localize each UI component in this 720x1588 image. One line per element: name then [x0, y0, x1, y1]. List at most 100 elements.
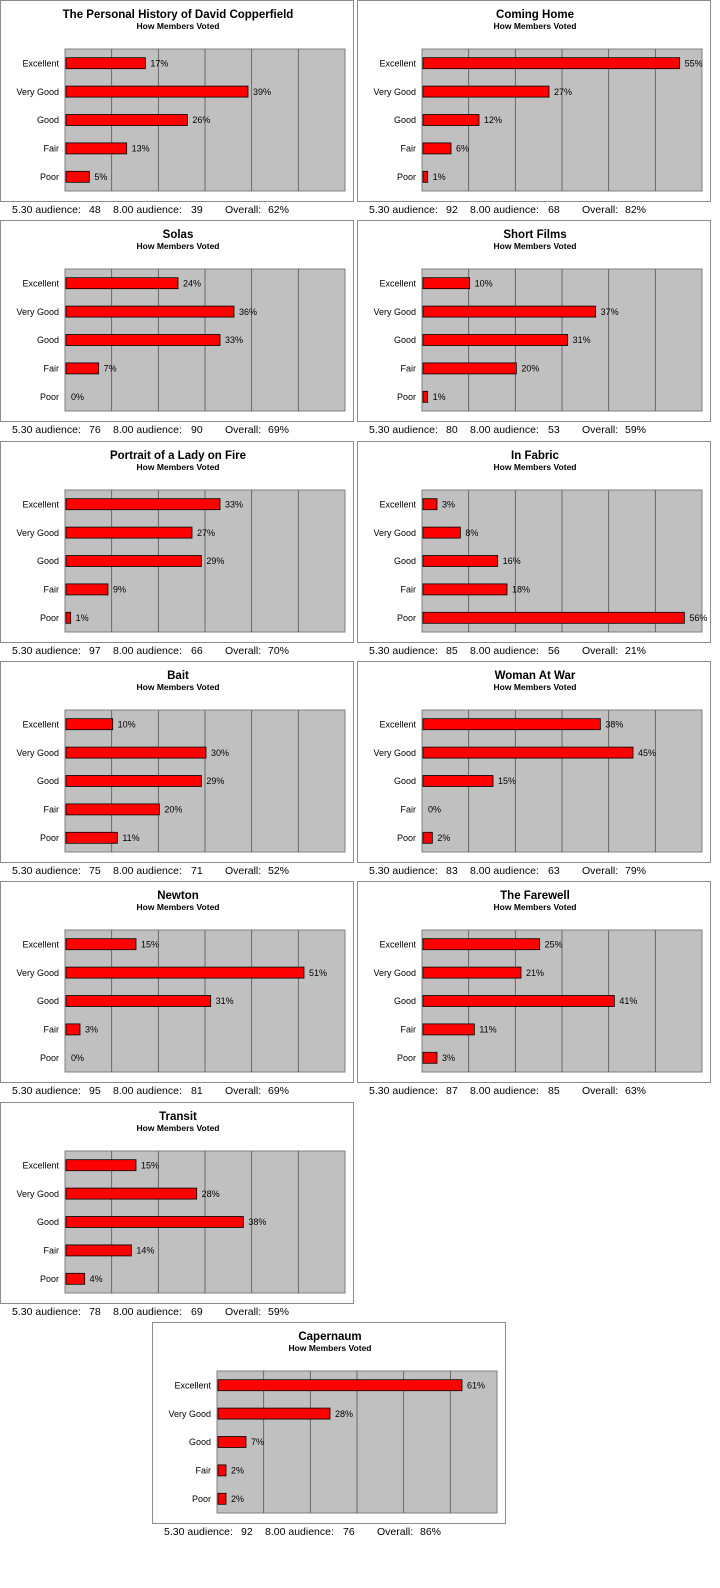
chart-panel: Woman At War How Members Voted Excellent 38…: [357, 661, 711, 863]
category-label: Fair: [44, 585, 60, 595]
early-count: 92: [446, 204, 458, 216]
data-label: 3%: [442, 1053, 455, 1063]
bar: [65, 555, 202, 567]
chart-title: Capernaum: [298, 1331, 361, 1343]
data-label: 28%: [202, 1189, 220, 1199]
chart-title: Newton: [157, 890, 199, 902]
bar: [65, 966, 305, 979]
bar: [422, 775, 494, 787]
early-count: 78: [89, 1306, 101, 1318]
category-label: Excellent: [174, 1380, 211, 1390]
bar: [422, 526, 461, 539]
bar: [217, 1436, 247, 1448]
data-label: 1%: [433, 172, 446, 182]
late-count: 85: [548, 1085, 560, 1097]
bar: [422, 390, 429, 403]
chart-svg: The Personal History of David Copperfiel…: [16, 9, 346, 192]
category-label: Very Good: [373, 307, 416, 317]
category-label: Very Good: [373, 528, 416, 538]
category-label: Excellent: [22, 499, 59, 509]
chart-panel: Portrait of a Lady on Fire How Members Vo…: [0, 441, 354, 643]
chart-title: Coming Home: [496, 9, 574, 21]
category-label: Poor: [40, 1053, 59, 1063]
data-label: 31%: [216, 996, 234, 1006]
late-count: 71: [191, 865, 203, 877]
chart-panel: Newton How Members Voted Excellent 15% Very …: [0, 881, 354, 1083]
chart-subtitle: How Members Voted: [494, 21, 577, 31]
early-label: 5.30 audience:: [164, 1526, 233, 1538]
chart-subtitle: How Members Voted: [137, 682, 220, 692]
bar: [65, 170, 90, 183]
bar: [65, 57, 146, 70]
data-label: 15%: [498, 776, 516, 786]
chart-panel: Capernaum How Members Voted Excellent 61% Ve…: [152, 1322, 506, 1524]
category-label: Fair: [401, 144, 417, 154]
chart-title: Woman At War: [495, 670, 576, 682]
bar: [65, 305, 235, 318]
data-label: 11%: [122, 833, 139, 843]
early-count: 75: [89, 865, 101, 877]
data-label: 17%: [150, 58, 168, 68]
bar: [422, 362, 517, 375]
audience-stats: 5.30 audience: 83 8.00 audience: 63 Overall:…: [369, 865, 720, 879]
overall-value: 21%: [625, 645, 647, 657]
category-label: Good: [37, 996, 59, 1006]
data-label: 27%: [197, 528, 215, 538]
audience-stats: 5.30 audience: 92 8.00 audience: 68 Overall:…: [369, 204, 720, 218]
category-label: Very Good: [373, 968, 416, 978]
category-label: Fair: [401, 805, 417, 815]
early-label: 5.30 audience:: [12, 865, 81, 877]
chart-panel: Short Films How Members Voted Excellent 10%…: [357, 220, 711, 422]
late-count: 56: [548, 645, 560, 657]
data-label: 11%: [479, 1025, 496, 1035]
category-label: Very Good: [16, 87, 59, 97]
bar: [65, 775, 202, 787]
bar: [422, 583, 508, 596]
bar: [65, 831, 118, 844]
overall-value: 69%: [268, 1085, 290, 1097]
data-label: 16%: [503, 556, 521, 566]
bar: [65, 995, 212, 1007]
chart-panel: Coming Home How Members Voted Excellent 55%…: [357, 0, 711, 202]
data-label: 38%: [605, 719, 623, 729]
early-label: 5.30 audience:: [12, 1085, 81, 1097]
late-label: 8.00 audience:: [470, 645, 539, 657]
late-label: 8.00 audience:: [113, 424, 182, 436]
data-label: 36%: [239, 307, 257, 317]
chart-subtitle: How Members Voted: [289, 1343, 372, 1353]
late-count: 63: [548, 865, 560, 877]
bar: [65, 277, 179, 290]
bar: [65, 718, 114, 731]
chart-title: Short Films: [503, 229, 566, 241]
late-count: 39: [191, 204, 203, 216]
late-label: 8.00 audience:: [470, 204, 539, 216]
chart-panel: Bait How Members Voted Excellent 10% Very Go…: [0, 661, 354, 863]
late-label: 8.00 audience:: [113, 1085, 182, 1097]
early-label: 5.30 audience:: [369, 1085, 438, 1097]
audience-stats: 5.30 audience: 78 8.00 audience: 69 Overall:…: [12, 1306, 366, 1320]
data-label: 29%: [206, 776, 224, 786]
data-label: 15%: [141, 1160, 159, 1170]
chart-panel: Transit How Members Voted Excellent 15% Very…: [0, 1102, 354, 1304]
category-label: Very Good: [16, 968, 59, 978]
overall-label: Overall:: [582, 204, 619, 216]
bar: [65, 1159, 137, 1172]
bar: [422, 746, 634, 759]
chart-panel: The Personal History of David Copperfiel…: [0, 0, 354, 202]
data-label: 7%: [251, 1437, 264, 1447]
chart-subtitle: How Members Voted: [494, 682, 577, 692]
data-label: 0%: [71, 1053, 84, 1063]
data-label: 30%: [211, 748, 229, 758]
category-label: Poor: [397, 392, 416, 402]
early-count: 95: [89, 1085, 101, 1097]
data-label: 21%: [526, 968, 544, 978]
overall-label: Overall:: [582, 1085, 619, 1097]
data-label: 29%: [206, 556, 224, 566]
data-label: 0%: [71, 392, 84, 402]
late-label: 8.00 audience:: [470, 1085, 539, 1097]
bar: [65, 85, 249, 98]
category-label: Very Good: [168, 1409, 211, 1419]
data-label: 27%: [554, 87, 572, 97]
